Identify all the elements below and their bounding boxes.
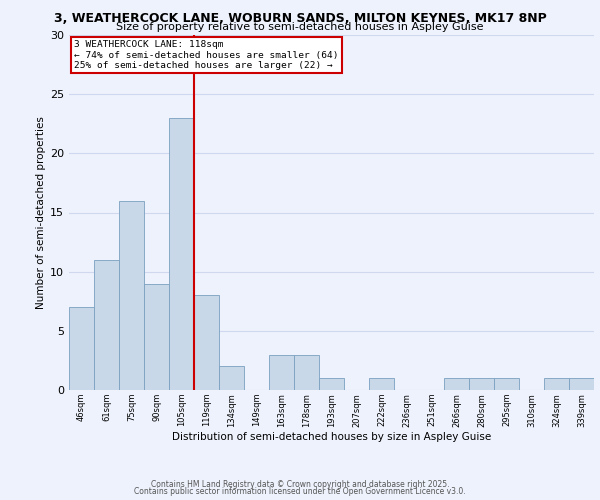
- Bar: [169, 118, 194, 390]
- Bar: [319, 378, 344, 390]
- Bar: [69, 307, 94, 390]
- Text: 3 WEATHERCOCK LANE: 118sqm
← 74% of semi-detached houses are smaller (64)
25% of: 3 WEATHERCOCK LANE: 118sqm ← 74% of semi…: [74, 40, 339, 70]
- Text: 3, WEATHERCOCK LANE, WOBURN SANDS, MILTON KEYNES, MK17 8NP: 3, WEATHERCOCK LANE, WOBURN SANDS, MILTO…: [53, 12, 547, 26]
- Bar: [269, 354, 294, 390]
- X-axis label: Distribution of semi-detached houses by size in Aspley Guise: Distribution of semi-detached houses by …: [172, 432, 491, 442]
- Bar: [369, 378, 394, 390]
- Bar: [444, 378, 469, 390]
- Text: Contains public sector information licensed under the Open Government Licence v3: Contains public sector information licen…: [134, 487, 466, 496]
- Bar: [194, 296, 219, 390]
- Bar: [94, 260, 119, 390]
- Text: Contains HM Land Registry data © Crown copyright and database right 2025.: Contains HM Land Registry data © Crown c…: [151, 480, 449, 489]
- Bar: [494, 378, 519, 390]
- Bar: [569, 378, 594, 390]
- Bar: [544, 378, 569, 390]
- Bar: [219, 366, 244, 390]
- Y-axis label: Number of semi-detached properties: Number of semi-detached properties: [36, 116, 46, 309]
- Text: Size of property relative to semi-detached houses in Aspley Guise: Size of property relative to semi-detach…: [116, 22, 484, 32]
- Bar: [294, 354, 319, 390]
- Bar: [144, 284, 169, 390]
- Bar: [469, 378, 494, 390]
- Bar: [119, 200, 144, 390]
